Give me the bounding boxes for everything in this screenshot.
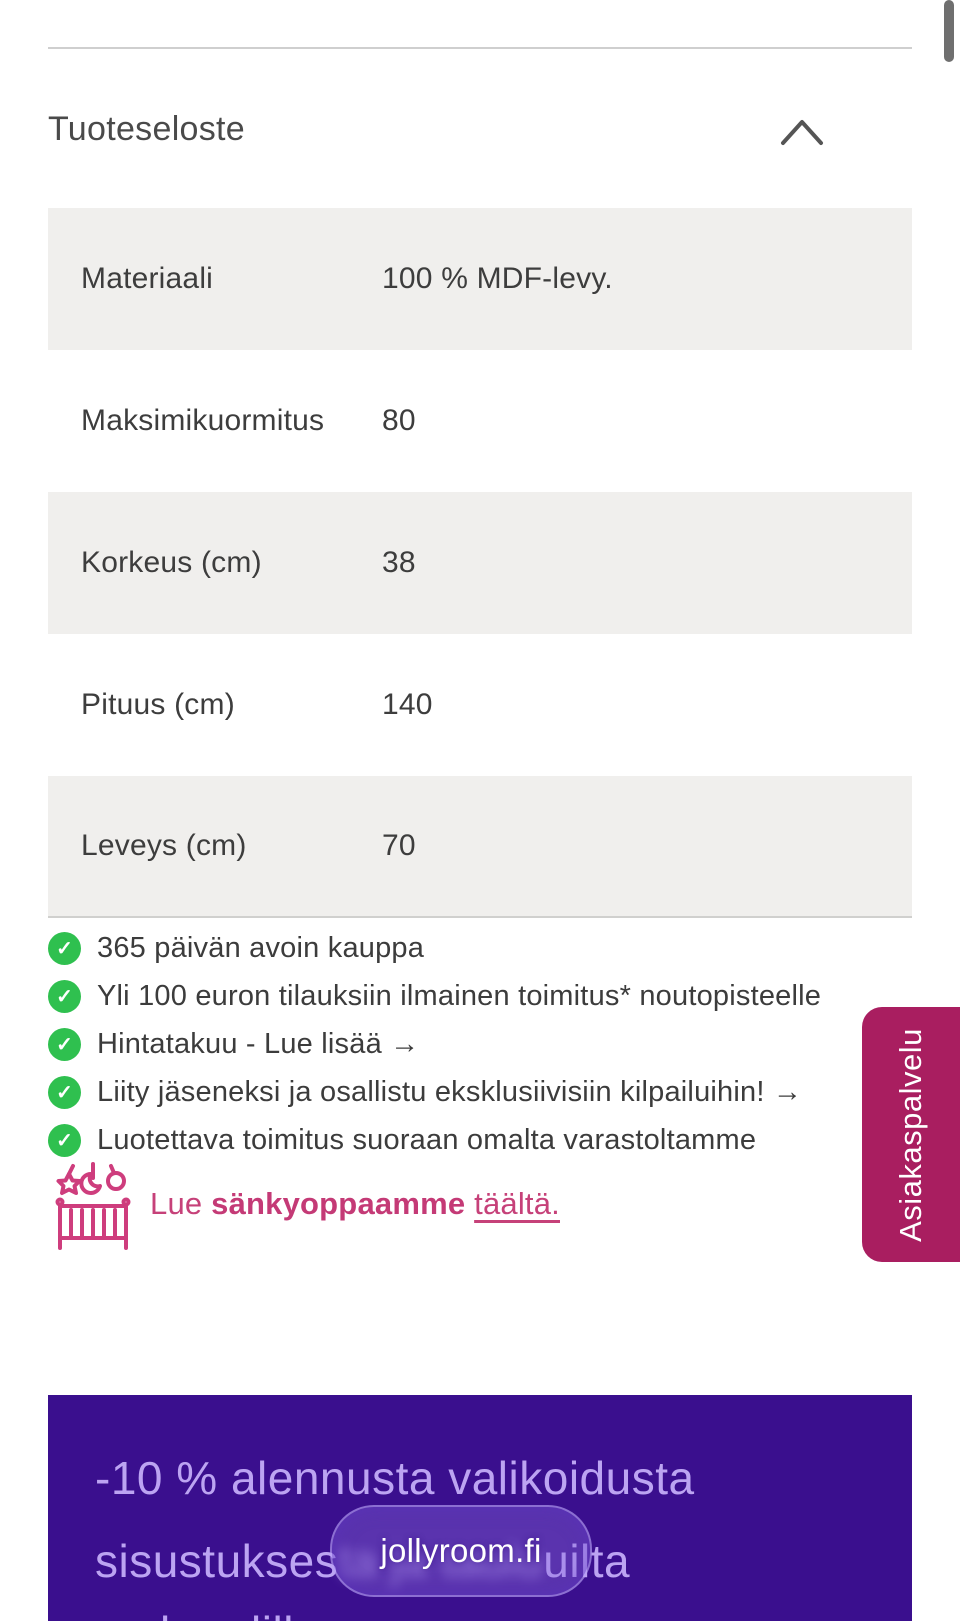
- accordion-header-tuoteseloste[interactable]: Tuoteseloste: [48, 104, 912, 160]
- scrollbar-thumb[interactable]: [944, 0, 954, 62]
- spec-table: Materiaali 100 % MDF-levy. Maksimikuormi…: [48, 208, 912, 918]
- table-row: Korkeus (cm) 38: [48, 492, 912, 634]
- spec-label: Materiaali: [81, 262, 214, 295]
- benefit-link-hintatakuu[interactable]: Hintatakuu - Lue lisää →: [97, 1027, 420, 1060]
- spec-label: Korkeus (cm): [81, 546, 262, 579]
- bed-guide-link[interactable]: täältä.: [474, 1186, 560, 1221]
- customer-service-tab[interactable]: Asiakaspalvelu: [862, 1007, 960, 1262]
- spec-value: 80: [382, 404, 416, 437]
- spec-label: Pituus (cm): [81, 688, 235, 721]
- bed-guide-text: Lue sänkyoppaamme täältä.: [150, 1186, 560, 1222]
- promo-line2-left: sisustukses: [95, 1535, 339, 1587]
- table-row: Leveys (cm) 70: [48, 776, 912, 918]
- check-icon: ✓: [48, 1027, 81, 1061]
- bed-guide-prefix: Lue: [150, 1186, 212, 1221]
- benefit-text: Yli 100 euron tilauksiin ilmainen toimit…: [97, 979, 822, 1012]
- watermark-label: jollyroom.fi: [380, 1532, 542, 1569]
- check-icon: ✓: [48, 931, 81, 965]
- promo-line-1: -10 % alennusta valikoidusta: [95, 1452, 695, 1504]
- bed-guide-row: Lue sänkyoppaamme täältä.: [52, 1160, 872, 1252]
- spec-label: Maksimikuormitus: [81, 404, 325, 437]
- watermark-pill: jollyroom.fi: [330, 1505, 592, 1597]
- customer-service-label: Asiakaspalvelu: [893, 1027, 929, 1242]
- spec-label: Leveys (cm): [81, 829, 247, 862]
- crib-icon: [55, 1162, 131, 1250]
- chevron-up-icon[interactable]: [780, 118, 824, 146]
- list-item: ✓ Liity jäseneksi ja osallistu eksklusii…: [48, 1068, 948, 1116]
- bed-guide-bold: sänkyoppaamme: [211, 1186, 466, 1221]
- check-icon: ✓: [48, 1075, 81, 1109]
- spec-value: 70: [382, 829, 416, 862]
- benefit-text: Luotettava toimitus suoraan omalta varas…: [97, 1123, 757, 1156]
- benefit-link-jasenyys[interactable]: Liity jäseneksi ja osallistu eksklusiivi…: [97, 1075, 803, 1108]
- list-item: ✓ Luotettava toimitus suoraan omalta var…: [48, 1116, 948, 1164]
- promo-line-3: koodilla: [160, 1606, 320, 1621]
- spec-value: 100 % MDF-levy.: [382, 262, 613, 295]
- list-item: ✓ Hintatakuu - Lue lisää →: [48, 1020, 948, 1068]
- table-row: Materiaali 100 % MDF-levy.: [48, 208, 912, 350]
- spec-value: 38: [382, 546, 416, 579]
- check-icon: ✓: [48, 979, 81, 1013]
- promo-banner[interactable]: -10 % alennusta valikoidusta sisustukses…: [48, 1395, 912, 1621]
- check-icon: ✓: [48, 1123, 81, 1157]
- list-item: ✓ 365 päivän avoin kauppa: [48, 924, 948, 972]
- section-divider: [48, 47, 912, 49]
- benefits-list: ✓ 365 päivän avoin kauppa ✓ Yli 100 euro…: [48, 924, 948, 1164]
- list-item: ✓ Yli 100 euron tilauksiin ilmainen toim…: [48, 972, 948, 1020]
- benefit-text: 365 päivän avoin kauppa: [97, 931, 425, 964]
- section-title: Tuoteseloste: [48, 110, 246, 148]
- table-row: Pituus (cm) 140: [48, 634, 912, 776]
- table-row: Maksimikuormitus 80: [48, 350, 912, 492]
- spec-value: 140: [382, 688, 433, 721]
